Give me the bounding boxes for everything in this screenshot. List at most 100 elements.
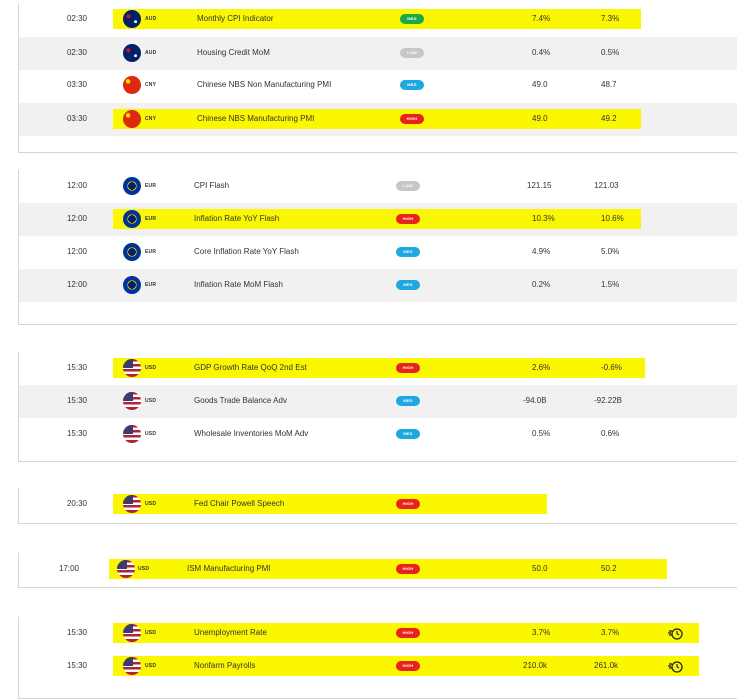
row-highlight (109, 559, 667, 579)
event-name[interactable]: Housing Credit MoM (197, 48, 270, 57)
currency-code: USD (138, 566, 150, 572)
calendar-row[interactable]: 12:00 EUR Inflation Rate MoM Flash MED 0.2% 1… (19, 269, 737, 302)
cny-flag-icon (123, 110, 141, 128)
event-time: 02:30 (66, 14, 88, 23)
forecast-value: 121.03 (594, 181, 619, 190)
row-highlight (113, 494, 547, 514)
event-name[interactable]: ISM Manufacturing PMI (187, 564, 271, 573)
currency-code: USD (145, 365, 157, 371)
currency-code: EUR (145, 249, 157, 255)
currency-code: USD (145, 398, 157, 404)
event-name[interactable]: Monthly CPI Indicator (197, 14, 274, 23)
currency-code: CNY (145, 116, 157, 122)
impact-badge: HIGH (396, 661, 420, 671)
currency-code: AUD (145, 16, 157, 22)
impact-badge: HIGH (400, 114, 424, 124)
currency-code: EUR (145, 282, 157, 288)
usd-flag-icon (123, 495, 141, 513)
eur-flag-icon (123, 276, 141, 294)
forecast-value: 3.7% (601, 628, 620, 637)
alarm-clock-icon[interactable] (668, 626, 684, 640)
event-time: 17:00 (58, 564, 80, 573)
event-name[interactable]: Fed Chair Powell Speech (194, 499, 285, 508)
forecast-value: -92.22B (594, 396, 623, 405)
calendar-row[interactable]: 20:30 USD Fed Chair Powell Speech HIGH (19, 488, 737, 521)
calendar-row[interactable]: 03:30 CNY Chinese NBS Manufacturing PMI HIG… (19, 103, 737, 136)
event-time: 03:30 (66, 80, 88, 89)
impact-badge: HIGH (396, 628, 420, 638)
impact-badge: MED (400, 80, 424, 90)
event-time: 15:30 (66, 429, 88, 438)
impact-badge: MED (396, 396, 420, 406)
event-name[interactable]: Nonfarm Payrolls (194, 661, 256, 670)
cny-flag-icon (123, 76, 141, 94)
calendar-row[interactable]: 02:30 AUD Monthly CPI Indicator MED 7.4% 7.3% (19, 3, 737, 36)
forecast-value: 0.6% (601, 429, 620, 438)
calendar-row[interactable]: 15:30 USD Unemployment Rate HIGH 3.7% 3.7% (19, 617, 737, 650)
currency-code: USD (145, 663, 157, 669)
row-highlight (113, 9, 641, 29)
actual-value: 2.6% (532, 363, 551, 372)
actual-value: 0.5% (532, 429, 551, 438)
currency-code: USD (145, 431, 157, 437)
forecast-value: 10.6% (601, 214, 624, 223)
calendar-row[interactable]: 12:00 EUR Core Inflation Rate YoY Flash MED… (19, 236, 737, 269)
actual-value: 50.0 (532, 564, 548, 573)
actual-value: 0.2% (532, 280, 551, 289)
event-name[interactable]: Inflation Rate YoY Flash (194, 214, 280, 223)
impact-badge: LOW (396, 181, 420, 191)
usd-flag-icon (117, 560, 135, 578)
currency-code: CNY (145, 82, 157, 88)
calendar-row[interactable]: 02:30 AUD Housing Credit MoM LOW 0.4% 0.5% (19, 37, 737, 70)
event-group: 17:00 USD ISM Manufacturing PMI HIGH 50.0 50.… (18, 553, 737, 588)
forecast-value: 5.0% (601, 247, 620, 256)
event-name[interactable]: Unemployment Rate (194, 628, 267, 637)
impact-badge: HIGH (396, 214, 420, 224)
event-time: 03:30 (66, 114, 88, 123)
row-highlight (113, 209, 641, 229)
forecast-value: 48.7 (601, 80, 617, 89)
event-name[interactable]: Chinese NBS Non Manufacturing PMI (197, 80, 332, 89)
usd-flag-icon (123, 392, 141, 410)
impact-badge: HIGH (396, 363, 420, 373)
event-name[interactable]: Inflation Rate MoM Flash (194, 280, 283, 289)
event-name[interactable]: GDP Growth Rate QoQ 2nd Est (194, 363, 307, 372)
calendar-row[interactable]: 17:00 USD ISM Manufacturing PMI HIGH 50.0 50.… (19, 553, 737, 586)
event-time: 15:30 (66, 661, 88, 670)
impact-badge: MED (396, 280, 420, 290)
calendar-row[interactable]: 15:30 USD GDP Growth Rate QoQ 2nd Est HIGH 2… (19, 352, 737, 385)
impact-badge: MED (396, 247, 420, 257)
alarm-clock-icon[interactable] (668, 659, 684, 673)
currency-code: USD (145, 630, 157, 636)
calendar-row[interactable]: 15:30 USD Wholesale Inventories MoM Adv MED… (19, 418, 737, 451)
calendar-row[interactable]: 15:30 USD Goods Trade Balance Adv MED -94.0B… (19, 385, 737, 418)
calendar-row[interactable]: 12:00 EUR Inflation Rate YoY Flash HIGH 10.3… (19, 203, 737, 236)
event-time: 20:30 (66, 499, 88, 508)
row-highlight (113, 109, 641, 129)
usd-flag-icon (123, 425, 141, 443)
currency-code: USD (145, 501, 157, 507)
calendar-row[interactable]: 03:30 CNY Chinese NBS Non Manufacturing PM… (19, 69, 737, 102)
currency-code: EUR (145, 183, 157, 189)
actual-value: 3.7% (532, 628, 551, 637)
eur-flag-icon (123, 210, 141, 228)
event-name[interactable]: CPI Flash (194, 181, 230, 190)
impact-badge: MED (400, 14, 424, 24)
forecast-value: 1.5% (601, 280, 620, 289)
event-name[interactable]: Core Inflation Rate YoY Flash (194, 247, 299, 256)
eur-flag-icon (123, 177, 141, 195)
event-name[interactable]: Wholesale Inventories MoM Adv (194, 429, 309, 438)
calendar-row[interactable]: 15:30 USD Nonfarm Payrolls HIGH 210.0k 261.0k (19, 650, 737, 683)
event-time: 15:30 (66, 628, 88, 637)
event-time: 12:00 (66, 181, 88, 190)
event-group: 12:00 EUR CPI Flash LOW 121.15 121.03 12:00 EUR… (18, 170, 737, 325)
actual-value: 10.3% (532, 214, 555, 223)
event-name[interactable]: Goods Trade Balance Adv (194, 396, 287, 405)
event-group: 15:30 USD Unemployment Rate HIGH 3.7% 3.7% 15:… (18, 617, 737, 699)
event-group: 20:30 USD Fed Chair Powell Speech HIGH (18, 488, 737, 524)
actual-value: 210.0k (523, 661, 548, 670)
forecast-value: -0.6% (601, 363, 622, 372)
calendar-row[interactable]: 12:00 EUR CPI Flash LOW 121.15 121.03 (19, 170, 737, 203)
event-name[interactable]: Chinese NBS Manufacturing PMI (197, 114, 315, 123)
usd-flag-icon (123, 359, 141, 377)
